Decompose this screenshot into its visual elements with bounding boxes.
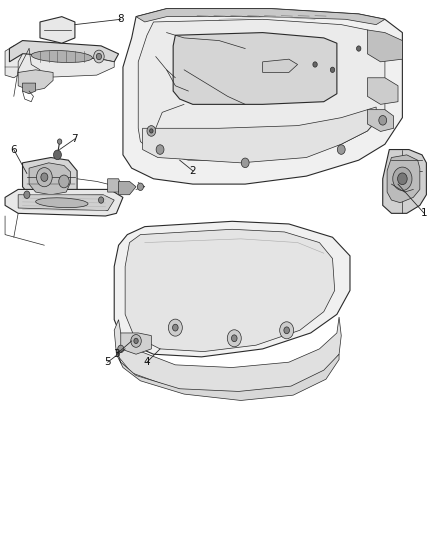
Circle shape — [53, 150, 61, 160]
Polygon shape — [117, 349, 339, 400]
Circle shape — [284, 327, 290, 334]
Circle shape — [241, 158, 249, 167]
Polygon shape — [5, 189, 123, 216]
Circle shape — [36, 167, 52, 187]
Ellipse shape — [35, 198, 88, 208]
Circle shape — [232, 335, 237, 342]
Polygon shape — [121, 333, 151, 354]
Polygon shape — [108, 179, 121, 192]
Circle shape — [337, 145, 345, 155]
Text: 2: 2 — [190, 166, 196, 176]
Text: 1: 1 — [421, 208, 427, 219]
Polygon shape — [367, 110, 394, 132]
Text: 4: 4 — [144, 357, 150, 367]
Circle shape — [94, 50, 104, 63]
Text: 6: 6 — [11, 144, 17, 155]
Circle shape — [131, 335, 141, 348]
Circle shape — [330, 67, 335, 72]
Polygon shape — [125, 229, 335, 352]
Circle shape — [227, 330, 241, 347]
Circle shape — [57, 139, 62, 144]
Circle shape — [41, 173, 48, 181]
Polygon shape — [22, 83, 35, 94]
Polygon shape — [22, 158, 77, 203]
Circle shape — [96, 53, 102, 60]
Circle shape — [138, 183, 144, 190]
Circle shape — [379, 116, 387, 125]
Circle shape — [59, 175, 69, 188]
Text: 7: 7 — [71, 134, 78, 144]
Polygon shape — [138, 19, 385, 160]
Polygon shape — [18, 70, 53, 91]
Polygon shape — [114, 317, 341, 397]
Polygon shape — [263, 59, 297, 72]
Circle shape — [280, 322, 293, 339]
Ellipse shape — [31, 51, 92, 62]
Circle shape — [168, 319, 182, 336]
Polygon shape — [5, 46, 29, 78]
Circle shape — [393, 167, 412, 190]
Polygon shape — [136, 9, 385, 25]
Polygon shape — [114, 221, 350, 357]
Polygon shape — [173, 33, 337, 104]
Polygon shape — [367, 78, 398, 104]
Circle shape — [134, 338, 138, 344]
Polygon shape — [123, 9, 403, 184]
Polygon shape — [18, 195, 114, 211]
Circle shape — [150, 129, 153, 133]
Circle shape — [156, 145, 164, 155]
Circle shape — [118, 345, 124, 353]
Polygon shape — [40, 17, 75, 43]
Polygon shape — [29, 163, 71, 195]
Circle shape — [398, 173, 407, 184]
Circle shape — [173, 324, 178, 331]
Polygon shape — [143, 107, 376, 163]
Circle shape — [24, 191, 30, 198]
Polygon shape — [18, 54, 114, 78]
Polygon shape — [383, 150, 426, 213]
Text: 5: 5 — [104, 357, 111, 367]
Circle shape — [313, 62, 317, 67]
Circle shape — [147, 126, 155, 136]
Circle shape — [357, 46, 361, 51]
Text: 3: 3 — [113, 349, 120, 359]
Polygon shape — [10, 41, 119, 62]
Circle shape — [99, 197, 104, 203]
Polygon shape — [387, 155, 420, 203]
Text: 8: 8 — [117, 14, 124, 25]
Polygon shape — [367, 30, 403, 62]
Polygon shape — [119, 181, 136, 195]
